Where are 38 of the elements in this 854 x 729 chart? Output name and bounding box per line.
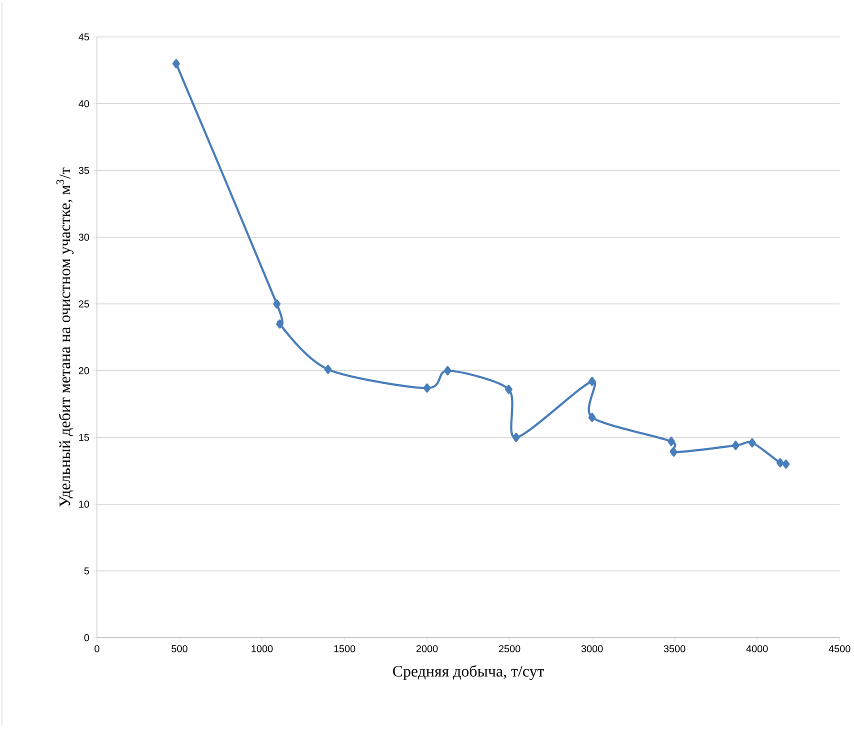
y-axis-title: Удельный дебит метана на очистном участке, м$^{3}$/т — [56, 168, 74, 507]
x-tick-label: 2500 — [498, 645, 520, 652]
point — [444, 366, 452, 376]
point — [172, 59, 180, 68]
point — [668, 437, 675, 446]
x-tick-label: 4000 — [746, 645, 768, 652]
y-tick-label: 30 — [78, 234, 90, 241]
point — [423, 384, 431, 393]
x-tick-label: 500 — [172, 645, 188, 652]
y-tick-label: 15 — [79, 434, 90, 442]
y-tick-label: 10 — [79, 500, 90, 508]
point — [588, 376, 596, 386]
point — [588, 412, 596, 422]
point — [782, 460, 790, 469]
point — [732, 441, 740, 450]
point — [273, 300, 281, 309]
point — [504, 384, 512, 394]
y-tick-label: 45 — [78, 34, 90, 41]
x-tick-label: 2000 — [416, 645, 438, 652]
x-tick-label: 4500 — [828, 645, 850, 652]
point — [324, 364, 332, 374]
x-tick-label: 0 — [94, 645, 100, 652]
y-tick-label: 40 — [78, 100, 90, 108]
x-tick-label: 1500 — [334, 645, 356, 652]
x-tick-label: 3000 — [581, 645, 603, 652]
point — [748, 438, 756, 448]
point — [512, 433, 520, 442]
y-tick-label: 5 — [84, 568, 90, 575]
y-tick-label: 35 — [78, 167, 90, 174]
y-tick-label: 20 — [78, 367, 90, 374]
y-tick-label: 25 — [78, 300, 90, 308]
x-tick-label: 3500 — [664, 645, 686, 652]
x-axis-title: Средняя добыча, т/сут — [393, 665, 544, 680]
point — [776, 458, 784, 468]
point — [276, 320, 284, 329]
x-tick-label: 1000 — [252, 645, 273, 652]
y-tick-label: 0 — [84, 634, 90, 642]
point — [670, 448, 678, 457]
